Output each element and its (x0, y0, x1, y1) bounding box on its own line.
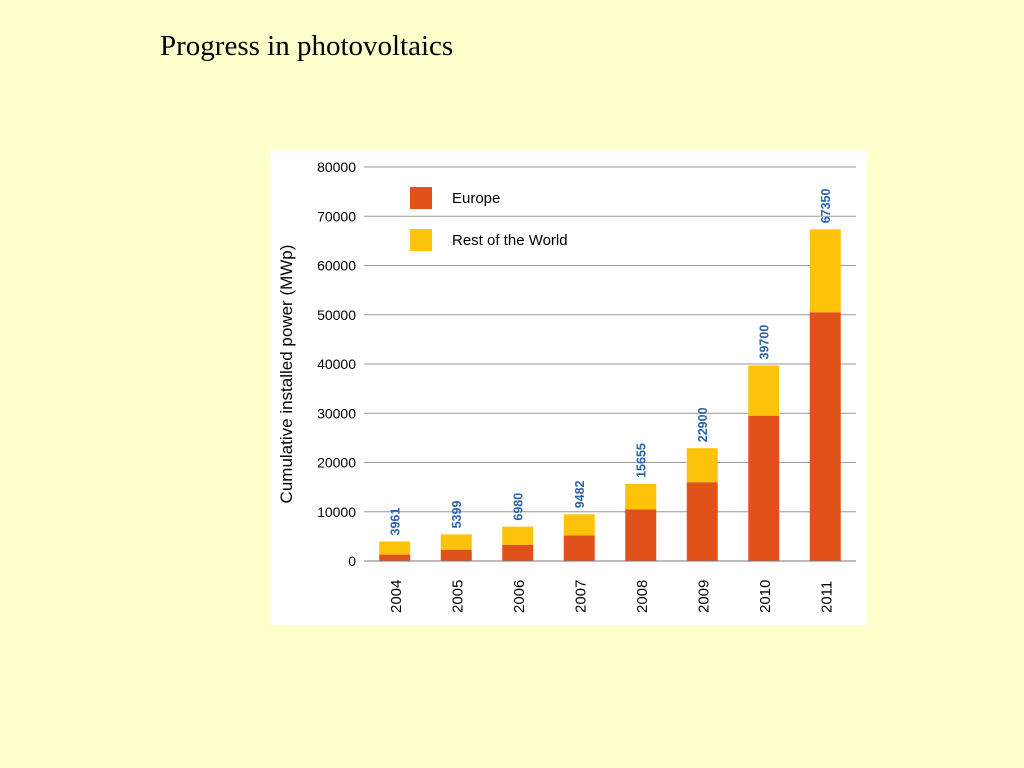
bar-rest-of-world (563, 514, 595, 536)
x-tick-label: 2007 (572, 580, 589, 613)
y-tick-label: 80000 (317, 159, 356, 175)
y-axis-label: Cumulative installed power (MWp) (277, 245, 296, 504)
legend-swatch-europe (410, 187, 432, 209)
legend-swatch-rest-of-world (410, 229, 432, 251)
y-tick-label: 0 (348, 553, 356, 569)
bar-europe (748, 415, 780, 561)
x-tick-label: 2011 (818, 581, 835, 613)
x-tick-label: 2008 (634, 580, 651, 613)
bar-total-label: 5399 (450, 501, 464, 529)
bar-rest-of-world (379, 541, 411, 555)
x-tick-label: 2006 (511, 580, 528, 613)
legend-label-europe: Europe (452, 190, 500, 207)
bar-total-label: 15655 (635, 443, 649, 478)
bar-rest-of-world (748, 365, 780, 416)
x-tick-label: 2004 (388, 580, 405, 613)
y-tick-label: 50000 (317, 307, 356, 323)
bar-rest-of-world (440, 534, 472, 550)
x-tick-label: 2009 (695, 580, 712, 613)
bar-europe (440, 549, 472, 561)
y-tick-label: 70000 (317, 208, 356, 224)
y-tick-label: 20000 (317, 455, 356, 471)
bar-rest-of-world (625, 483, 657, 510)
bar-europe (379, 554, 411, 561)
bar-total-label: 39700 (758, 325, 772, 360)
bar-rest-of-world (502, 526, 534, 545)
stacked-bar-chart: 0 10000 20000 30000 40000 50000 60000 70000 8000… (277, 159, 856, 613)
bar-rest-of-world (686, 448, 718, 483)
y-tick-label: 30000 (317, 405, 356, 421)
legend-label-rest-of-world: Rest of the World (452, 232, 568, 249)
bar-europe (563, 535, 595, 561)
bar-total-label: 3961 (389, 508, 403, 536)
bar-total-label: 9482 (573, 480, 587, 508)
bar-total-label: 22900 (696, 407, 710, 442)
bar-europe (686, 482, 718, 561)
bar-total-label: 6980 (512, 493, 526, 521)
slide-title: Progress in photovoltaics (160, 30, 454, 62)
x-tick-label: 2010 (757, 580, 774, 613)
y-tick-label: 40000 (317, 356, 356, 372)
bar-europe (625, 509, 657, 561)
bar-europe (809, 312, 841, 561)
x-tick-label: 2005 (449, 580, 466, 613)
y-tick-label: 10000 (317, 504, 356, 520)
bar-europe (502, 544, 534, 561)
bar-rest-of-world (809, 229, 841, 313)
y-tick-label: 60000 (317, 258, 356, 274)
chart-panel: 0 10000 20000 30000 40000 50000 60000 70000 8000… (270, 150, 867, 625)
bar-total-label: 67350 (819, 188, 833, 223)
